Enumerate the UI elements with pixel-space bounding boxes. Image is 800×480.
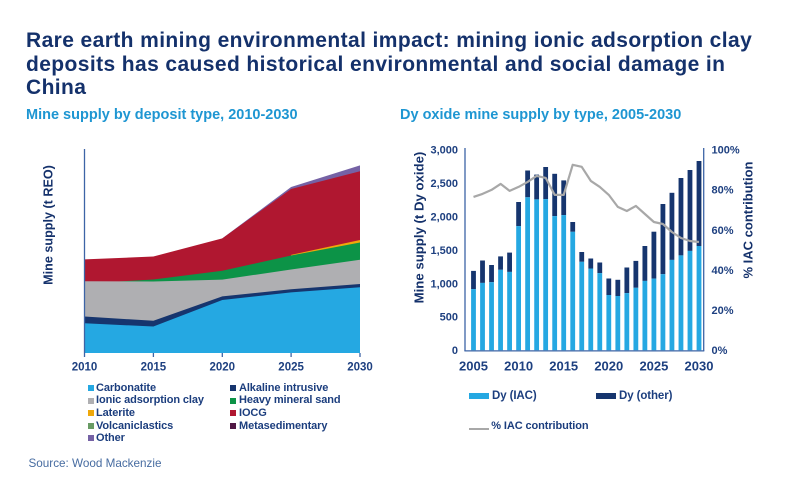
svg-text:2025: 2025: [639, 359, 668, 374]
svg-text:2030: 2030: [347, 362, 373, 374]
svg-text:0%: 0%: [712, 345, 728, 357]
svg-text:2010: 2010: [504, 359, 533, 374]
svg-text:Mine supply (t Dy oxide): Mine supply (t Dy oxide): [412, 152, 427, 304]
svg-text:2010: 2010: [72, 362, 98, 374]
svg-text:2025: 2025: [278, 362, 304, 374]
svg-text:% IAC contribution: % IAC contribution: [741, 161, 756, 278]
svg-text:60%: 60%: [712, 225, 734, 237]
svg-text:2015: 2015: [141, 362, 167, 374]
svg-text:3,000: 3,000: [430, 145, 458, 157]
svg-text:2,000: 2,000: [430, 211, 458, 223]
svg-text:0: 0: [452, 345, 458, 357]
svg-text:500: 500: [440, 312, 458, 324]
svg-text:100%: 100%: [712, 145, 740, 157]
svg-text:20%: 20%: [712, 305, 734, 317]
svg-text:2020: 2020: [210, 362, 236, 374]
svg-text:40%: 40%: [712, 265, 734, 277]
svg-text:1,500: 1,500: [430, 245, 458, 257]
svg-text:1,000: 1,000: [430, 278, 458, 290]
svg-text:Mine supply (t REO): Mine supply (t REO): [42, 165, 56, 285]
svg-text:2015: 2015: [549, 359, 578, 374]
svg-text:80%: 80%: [712, 185, 734, 197]
svg-text:2005: 2005: [459, 359, 488, 374]
svg-text:2020: 2020: [594, 359, 623, 374]
svg-text:2030: 2030: [685, 359, 714, 374]
svg-text:2,500: 2,500: [430, 178, 458, 190]
